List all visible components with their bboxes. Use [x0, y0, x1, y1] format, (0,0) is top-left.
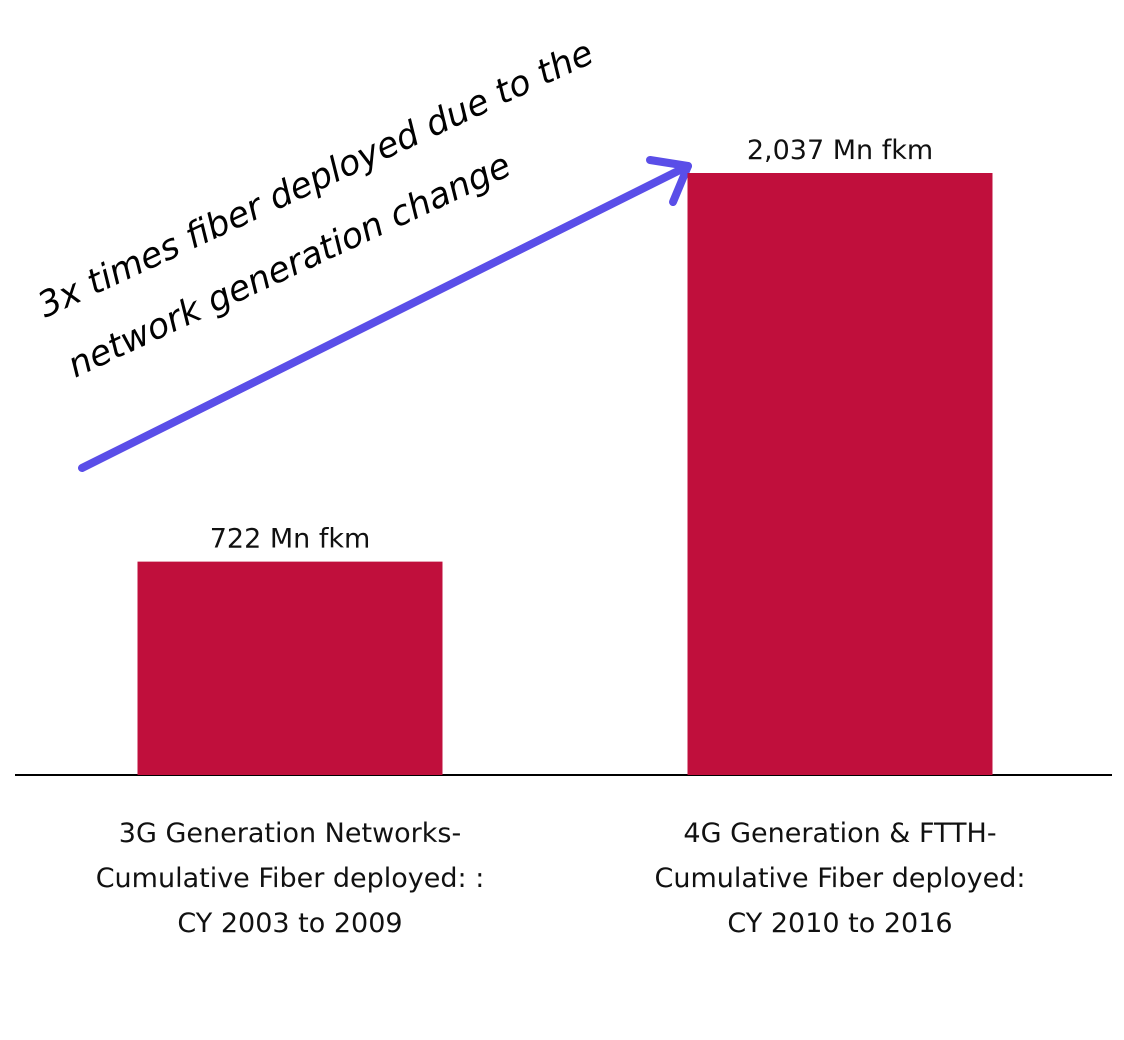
value-label: 722 Mn fkm [210, 524, 371, 555]
arrow-shaft [78, 162, 692, 472]
x-tick-label: Cumulative Fiber deployed: [655, 863, 1026, 894]
x-tick-label: CY 2010 to 2016 [727, 908, 952, 939]
value-label: 2,037 Mn fkm [747, 135, 933, 166]
x-tick-label: Cumulative Fiber deployed: : [96, 863, 485, 894]
bar [687, 173, 993, 775]
x-tick-label: 3G Generation Networks- [119, 818, 461, 849]
bar [137, 561, 443, 775]
arrow-head [646, 156, 692, 206]
x-tick-label: 4G Generation & FTTH- [683, 818, 996, 849]
arrow [78, 156, 692, 472]
x-tick-label: CY 2003 to 2009 [177, 908, 402, 939]
